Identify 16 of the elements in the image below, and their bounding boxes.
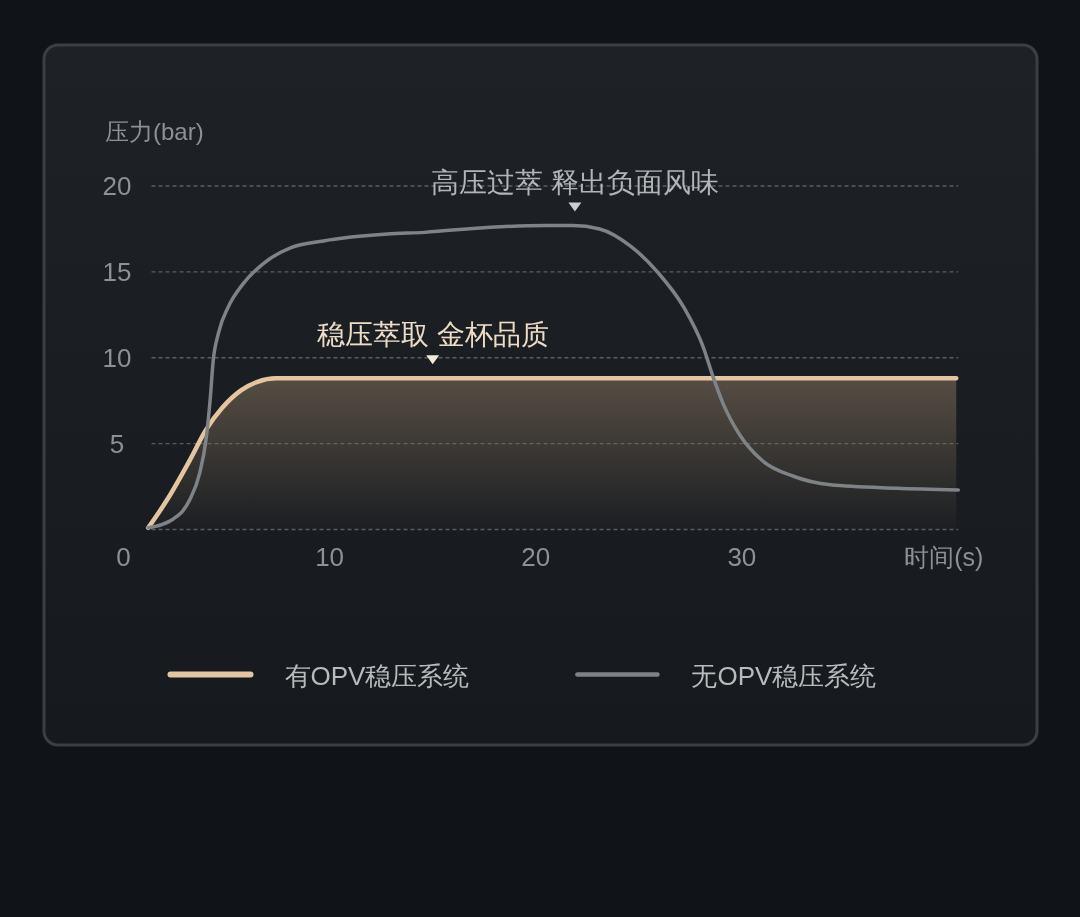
annotation: 高压过萃 释出负面风味 [431,166,719,212]
x-tick-label: 30 [727,541,757,572]
x-tick-label: 10 [315,541,345,572]
y-tick-label: 15 [102,256,132,287]
legend-label: 无OPV稳压系统 [691,660,877,691]
y-tick-label: 20 [102,171,132,201]
legend-label: 有OPV稳压系统 [284,660,470,691]
annotation: 高压过萃 释出负面风味 [431,166,719,198]
y-tick-label: 5 [109,428,125,459]
x-tick-label: 20 [521,541,551,572]
y-tick-label: 10 [102,342,132,373]
y-axis-title: 压力(bar) [105,118,204,145]
x-axis-title: 时间(s) [904,542,984,571]
annotation: 稳压萃取 金杯品质 [316,319,549,351]
x-tick-label: 0 [116,541,131,572]
annotation: 稳压萃取 金杯品质 [316,319,549,365]
